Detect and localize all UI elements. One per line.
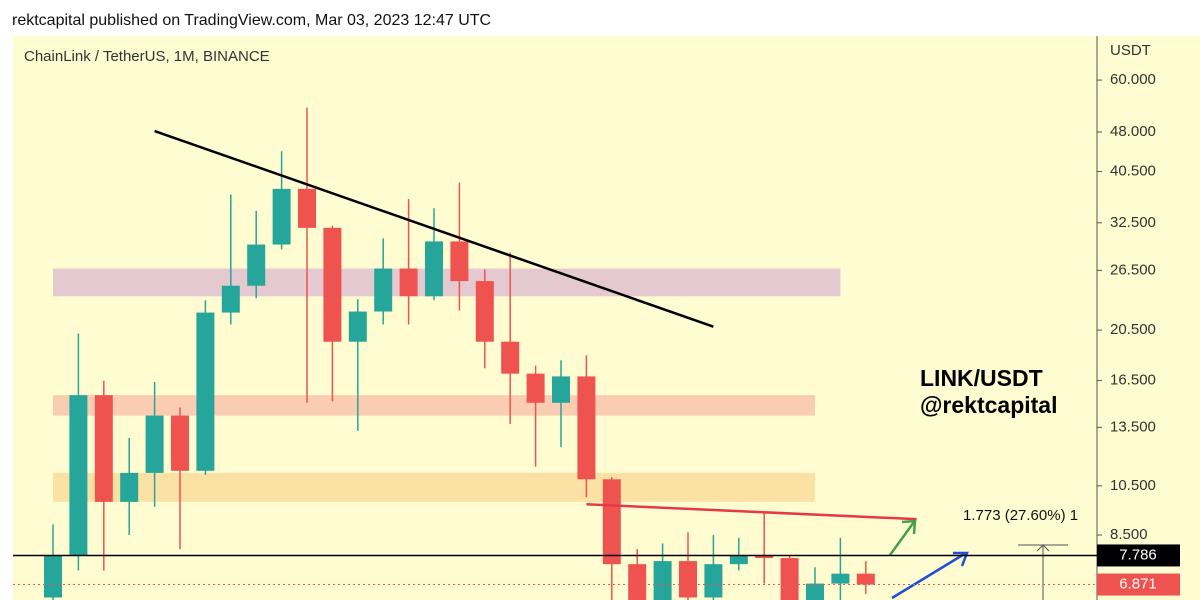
candle-body [577,376,596,480]
measure-tool [1018,544,1068,600]
y-tick-label: 10.500 [1110,477,1156,494]
candle-body [247,244,266,286]
candle-body [323,227,342,342]
y-tick-label: 8.500 [1110,526,1148,543]
zone [53,472,815,502]
candle-body [348,311,367,342]
candle-body [780,558,799,600]
last-price-label: 6.871 [1119,576,1157,593]
trendline [154,129,714,328]
candle-body [120,472,139,502]
y-tick-label: 60.000 [1110,71,1156,88]
chart-title: ChainLink / TetherUS, 1M, BINANCE [24,48,270,65]
price-label-box [1097,544,1180,567]
drawings [888,519,1068,600]
y-tick-label: 32.500 [1110,214,1156,231]
candle-body [704,564,723,598]
price-label: 7.786 [1119,546,1157,563]
annotation: @rektcapital [920,392,1057,418]
candle-body [69,395,88,556]
candle-body [628,564,647,600]
candle-body [298,188,316,228]
zone [53,395,815,416]
candle-body [221,285,240,313]
measure-label: 1.773 (27.60%) 1 [963,507,1078,524]
candle-body [831,573,850,584]
candle-body [856,573,875,585]
candle-body [374,268,393,312]
candle-body [755,555,774,559]
candle-body [145,415,164,473]
header-title: rektcapital published on TradingView.com… [12,12,491,29]
y-axis-label: USDT [1110,42,1151,59]
candle-body [44,555,62,598]
candle-body [729,555,748,565]
candle-body [475,281,494,342]
candle-body [501,341,520,374]
candle-body [272,188,291,245]
candle-body [679,561,697,598]
candle-body [552,376,570,403]
candle-body [399,268,418,297]
plot-area [44,107,917,600]
candle-body [526,373,545,403]
y-tick-label: 20.500 [1110,321,1156,338]
y-tick-label: 48.000 [1110,123,1156,140]
candle-body [806,583,824,600]
zone [53,268,841,297]
candle-body [94,395,113,502]
annotation: LINK/USDT [920,365,1043,391]
header-bar [0,0,1200,36]
candle-body [450,241,469,282]
trendline [586,503,917,521]
candle-body [425,241,443,297]
y-tick-label: 40.500 [1110,163,1156,180]
y-tick-label: 16.500 [1110,372,1156,389]
candle-body [653,561,672,600]
last-price-box [1097,573,1180,596]
arrow [888,519,917,556]
candle-body [171,415,189,471]
candle-body [196,312,215,471]
arrow [891,551,969,600]
y-tick-label: 26.500 [1110,261,1156,278]
candle-body [602,479,621,565]
y-tick-label: 13.500 [1110,418,1156,435]
